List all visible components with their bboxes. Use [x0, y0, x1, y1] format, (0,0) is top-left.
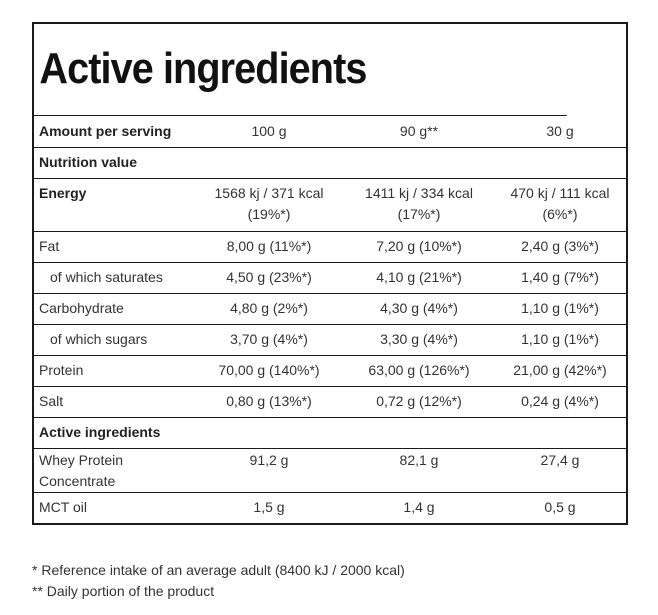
table-row: Protein 70,00 g (140%*) 63,00 g (126%*) …: [34, 354, 626, 386]
page-title: Active ingredients: [34, 24, 567, 116]
label-line: Whey Protein: [39, 451, 124, 468]
row-label: of which sugars: [34, 323, 194, 355]
row-label: Energy: [34, 177, 194, 231]
value-90g: 1411 kj / 334 kcal (17%*): [344, 177, 494, 231]
value-30g: 1,40 g (7%*): [494, 261, 626, 293]
table-row: Salt 0,80 g (13%*) 0,72 g (12%*) 0,24 g …: [34, 385, 626, 417]
row-label: Salt: [34, 385, 194, 417]
row-label: of which saturates: [34, 261, 194, 293]
value-30g: 0,24 g (4%*): [494, 385, 626, 417]
value-30g: 0,5 g: [494, 491, 626, 523]
value-30g: 30 g: [546, 122, 574, 139]
row-label: MCT oil: [34, 491, 194, 523]
value-100g: 100 g: [251, 122, 287, 139]
value-90g: 90 g**: [399, 122, 439, 139]
value-percent: (6%*): [542, 205, 578, 222]
table-row: Fat 8,00 g (11%*) 7,20 g (10%*) 2,40 g (…: [34, 230, 626, 262]
value-100g: 91,2 g: [194, 447, 344, 492]
footnotes: * Reference intake of an average adult (…: [32, 560, 405, 602]
row-label: Protein: [34, 354, 194, 386]
nutrition-table: Amount per serving 100 g 90 g** 30 g Nut…: [34, 116, 626, 523]
value-line: 1411 kj / 334 kcal: [365, 184, 473, 201]
value-30g: 470 kj / 111 kcal (6%*): [494, 177, 626, 231]
nutrition-panel: Active ingredients Amount per serving 10…: [32, 22, 628, 525]
value-90g: 4,10 g (21%*): [344, 261, 494, 293]
value-90g: 63,00 g (126%*): [344, 354, 494, 386]
row-label: Carbohydrate: [34, 292, 194, 324]
table-row: Whey Protein Concentrate 91,2 g 82,1 g 2…: [34, 447, 626, 492]
value-30g: 1,10 g (1%*): [494, 323, 626, 355]
section-heading: Nutrition value: [34, 146, 194, 178]
value-100g: 70,00 g (140%*): [194, 354, 344, 386]
row-label: Fat: [34, 230, 194, 262]
row-label: Amount per serving: [39, 122, 172, 139]
table-row: Energy 1568 kj / 371 kcal (19%*) 1411 kj…: [34, 177, 626, 231]
table-row: Nutrition value: [34, 146, 626, 178]
section-heading: Active ingredients: [34, 416, 194, 448]
footnote-reference-intake: * Reference intake of an average adult (…: [32, 562, 405, 578]
value-90g: 0,72 g (12%*): [344, 385, 494, 417]
label-line: Concentrate: [39, 472, 116, 489]
value-90g: 1,4 g: [344, 491, 494, 523]
table-row: Carbohydrate 4,80 g (2%*) 4,30 g (4%*) 1…: [34, 292, 626, 324]
value-100g: 4,80 g (2%*): [194, 292, 344, 324]
value-100g: 1,5 g: [194, 491, 344, 523]
value-100g: 8,00 g (11%*): [194, 230, 344, 262]
value-90g: 82,1 g: [344, 447, 494, 492]
value-90g: 7,20 g (10%*): [344, 230, 494, 262]
value-30g: 1,10 g (1%*): [494, 292, 626, 324]
value-30g: 2,40 g (3%*): [494, 230, 626, 262]
table-row: of which saturates 4,50 g (23%*) 4,10 g …: [34, 261, 626, 293]
value-percent: (19%*): [247, 205, 291, 222]
value-line: 1568 kj / 371 kcal: [214, 184, 324, 201]
value-30g: 27,4 g: [494, 447, 626, 492]
table-row: MCT oil 1,5 g 1,4 g 0,5 g: [34, 491, 626, 523]
value-100g: 0,80 g (13%*): [194, 385, 344, 417]
table-row: Amount per serving 100 g 90 g** 30 g: [34, 116, 626, 147]
table-row: of which sugars 3,70 g (4%*) 3,30 g (4%*…: [34, 323, 626, 355]
table-row: Active ingredients: [34, 416, 626, 448]
footnote-daily-portion: ** Daily portion of the product: [32, 583, 215, 599]
value-100g: 4,50 g (23%*): [194, 261, 344, 293]
value-100g: 1568 kj / 371 kcal (19%*): [194, 177, 344, 231]
value-90g: 3,30 g (4%*): [344, 323, 494, 355]
value-percent: (17%*): [397, 205, 441, 222]
value-line: 470 kj / 111 kcal: [510, 184, 610, 201]
value-90g: 4,30 g (4%*): [344, 292, 494, 324]
value-30g: 21,00 g (42%*): [494, 354, 626, 386]
value-100g: 3,70 g (4%*): [194, 323, 344, 355]
row-label: Whey Protein Concentrate: [34, 447, 194, 492]
